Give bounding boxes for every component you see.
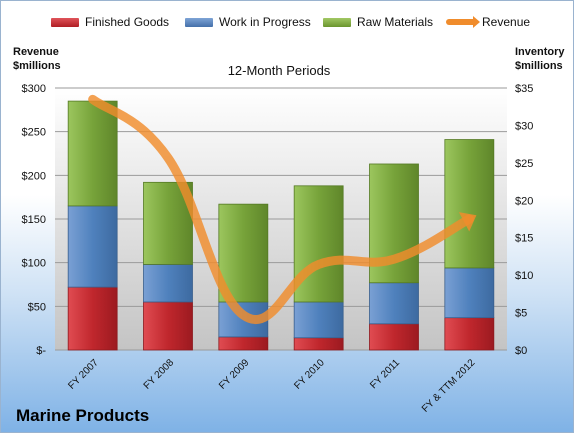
legend-label: Raw Materials [357, 15, 434, 29]
bar-work-in-progress [444, 267, 495, 319]
x-tick-label: FY 2007 [66, 357, 101, 392]
legend-item-raw-materials: Raw Materials [323, 15, 433, 29]
revenue-line [88, 94, 474, 324]
legend-item-work-in-progress: Work in Progress [185, 15, 311, 29]
bar-work-in-progress [67, 205, 118, 288]
y-right-tick-label: $15 [515, 233, 533, 245]
y-left-tick-label: $100 [22, 258, 46, 270]
bar-finished-goods [143, 301, 193, 351]
legend-swatch-raw-materials [323, 17, 351, 27]
legend: Finished Goods Work in Progress Raw Mate… [1, 15, 573, 35]
y-left-tick-label: $- [36, 345, 46, 357]
y-left-tick-label: $300 [22, 83, 46, 95]
legend-label: Revenue [482, 15, 531, 29]
y-right-tick-label: $0 [515, 345, 527, 357]
legend-swatch-revenue [446, 16, 480, 28]
bar-raw-materials [67, 100, 118, 207]
legend-item-revenue: Revenue [446, 15, 530, 29]
x-tick-label: FY 2008 [142, 357, 177, 392]
legend-swatch-work-in-progress [185, 17, 213, 27]
bar-finished-goods [293, 337, 344, 351]
chart-title: 12-Month Periods [227, 63, 331, 78]
x-tick-label: FY 2009 [217, 357, 252, 392]
legend-item-finished-goods: Finished Goods [51, 15, 169, 29]
right-axis-title: Inventory $millions [515, 46, 565, 72]
y-right-tick-label: $25 [515, 158, 533, 170]
y-left-tick-label: $150 [22, 214, 46, 226]
bar-raw-materials [444, 139, 495, 269]
bar-finished-goods [218, 336, 269, 351]
bar-raw-materials [293, 185, 344, 303]
y-right-tick-label: $20 [515, 195, 533, 207]
company-name: Marine Products [16, 406, 150, 425]
y-right-tick-label: $10 [515, 270, 533, 282]
revenue-arrowhead [458, 212, 477, 232]
left-axis-title: Revenue $millions [13, 46, 61, 72]
bar-finished-goods [67, 286, 118, 351]
y-right-tick-label: $5 [515, 308, 527, 320]
bar-work-in-progress [293, 301, 344, 339]
y-right-tick-label: $35 [515, 83, 533, 95]
bar-finished-goods [444, 317, 495, 351]
legend-swatch-finished-goods [51, 17, 79, 27]
legend-label: Work in Progress [219, 15, 311, 29]
y-left-tick-label: $200 [22, 170, 46, 182]
bar-work-in-progress [143, 264, 193, 303]
x-tick-label: FY & TTM 2012 [420, 357, 478, 415]
y-right-tick-label: $30 [515, 120, 533, 132]
bar-work-in-progress [369, 282, 419, 325]
bar-finished-goods [369, 323, 419, 351]
x-tick-label: FY 2010 [292, 357, 327, 392]
y-left-tick-label: $250 [22, 127, 46, 139]
legend-label: Finished Goods [85, 15, 170, 29]
y-left-tick-label: $50 [28, 301, 46, 313]
x-tick-label: FY 2011 [368, 357, 402, 391]
